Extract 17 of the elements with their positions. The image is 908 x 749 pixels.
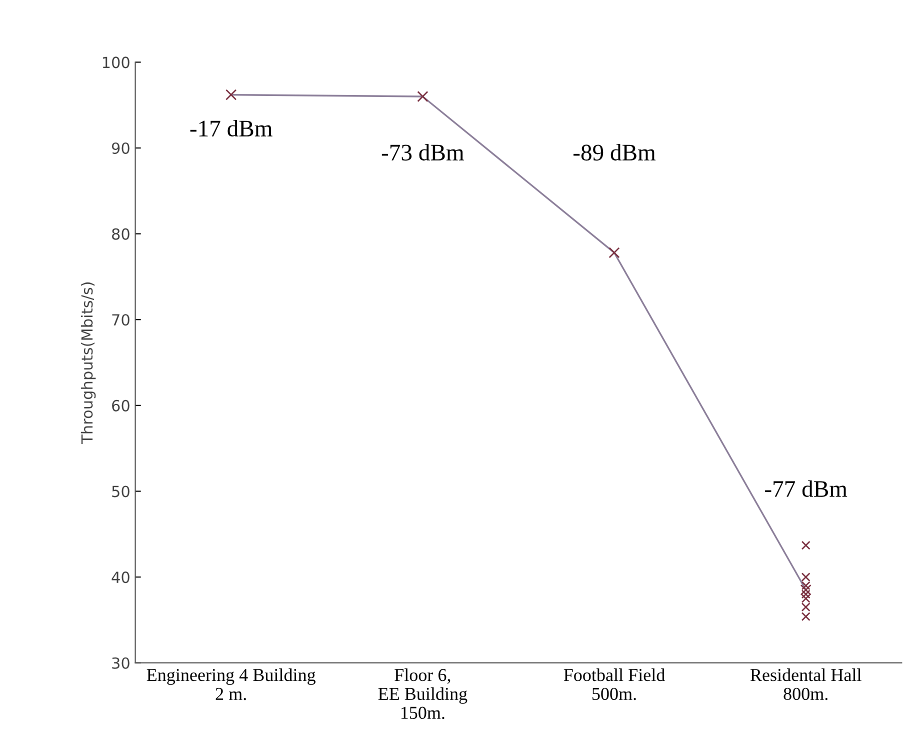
x-tick-label: Football Field 500m. bbox=[564, 668, 665, 700]
y-tick-label: 80 bbox=[112, 228, 130, 240]
y-tick-label: 90 bbox=[112, 142, 130, 154]
annotation: -17 dBm bbox=[190, 120, 272, 137]
annotation: -73 dBm bbox=[382, 144, 464, 161]
annotation: -77 dBm bbox=[765, 480, 848, 497]
y-tick-label: 60 bbox=[112, 400, 130, 412]
y-tick-label: 30 bbox=[112, 657, 130, 669]
annotation: -89 dBm bbox=[573, 144, 656, 161]
x-tick-label: Engineering 4 Building 2 m. bbox=[146, 668, 316, 700]
y-tick-label: 50 bbox=[112, 486, 130, 498]
y-tick-label: 40 bbox=[112, 572, 130, 584]
y-tick-label: 100 bbox=[102, 56, 130, 68]
y-tick-label: 70 bbox=[112, 314, 130, 326]
x-tick-label: Residental Hall 800m. bbox=[750, 668, 862, 700]
x-tick-label: Floor 6, EE Building 150m. bbox=[378, 668, 468, 720]
y-axis-title: Throughputs(Mbits/s) bbox=[80, 282, 96, 444]
